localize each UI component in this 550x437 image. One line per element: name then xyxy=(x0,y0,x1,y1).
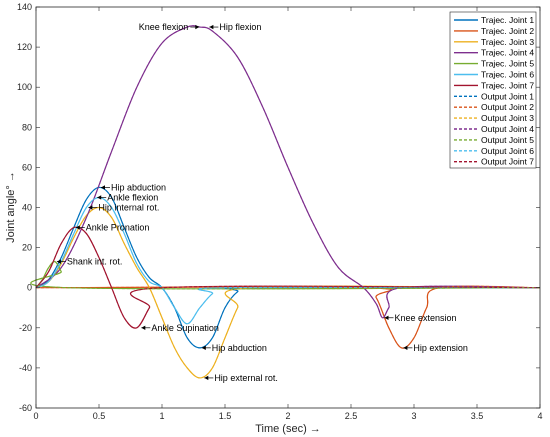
legend-entry: Trajec. Joint 3 xyxy=(481,37,534,47)
series-line-14 xyxy=(35,226,541,329)
tick-layer: 0 0.5 1 1.5 2 2.5 3 3.5 4 -60 -40 -20 0 20 40 60 80 100 12… xyxy=(17,2,543,421)
x-tick-label: 2.5 xyxy=(345,411,358,421)
legend-entry: Trajec. Joint 2 xyxy=(481,26,534,36)
legend-entry: Output Joint 6 xyxy=(481,146,534,156)
annotation-arrowhead xyxy=(201,345,206,351)
y-tick-label: -60 xyxy=(19,403,32,413)
x-tick-label: 2 xyxy=(285,411,290,421)
y-axis-label: Joint angle° → xyxy=(5,171,17,243)
y-tick-label: 0 xyxy=(27,283,32,293)
series-line-9 xyxy=(35,285,541,349)
series-layer xyxy=(30,25,541,379)
annotation-arrowhead xyxy=(101,185,105,190)
annotation-label: Hip abduction xyxy=(212,343,267,353)
annotation-arrowhead xyxy=(195,24,200,30)
annotation-label: Knee flexion xyxy=(139,22,189,32)
annotation-arrowhead xyxy=(384,315,389,320)
legend-entry: Output Joint 7 xyxy=(481,157,534,167)
y-tick-label: 60 xyxy=(22,162,32,172)
annotation-label: Ankle flexion xyxy=(107,192,158,202)
legend-entry: Output Joint 2 xyxy=(481,102,534,112)
y-tick-label: 140 xyxy=(17,2,32,12)
annotation-arrowhead xyxy=(97,195,102,200)
annotation-label: Shank int. rot. xyxy=(67,257,123,267)
annotation-label: Hip extension xyxy=(413,343,468,353)
series-line-3 xyxy=(35,206,541,379)
legend-entry: Output Joint 4 xyxy=(481,124,534,134)
x-tick-label: 3 xyxy=(411,411,416,421)
annotation-arrowhead xyxy=(403,345,408,351)
y-tick-label: -20 xyxy=(19,323,32,333)
series-line-12 xyxy=(30,261,541,290)
annotation-arrowhead xyxy=(141,325,146,330)
annotation-label: Ankle Supination xyxy=(151,323,219,333)
legend-entry: Trajec. Joint 4 xyxy=(481,48,534,58)
annotation-label: Hip abduction xyxy=(111,182,166,192)
x-tick-label: 1 xyxy=(159,411,164,421)
x-axis-label: Time (sec) → xyxy=(255,423,321,435)
y-tick-label: 80 xyxy=(22,122,32,132)
y-tick-label: 20 xyxy=(22,243,32,253)
legend-entry: Trajec. Joint 7 xyxy=(481,80,534,90)
x-tick-label: 0 xyxy=(33,411,38,421)
annotation-arrowhead xyxy=(75,225,80,230)
annotation-label: Hip external rot. xyxy=(214,373,278,383)
legend-entry: Trajec. Joint 5 xyxy=(481,59,534,69)
x-tick-label: 0.5 xyxy=(93,411,106,421)
x-tick-label: 1.5 xyxy=(219,411,232,421)
y-tick-label: -40 xyxy=(19,363,32,373)
y-tick-label: 40 xyxy=(22,203,32,213)
annotation-arrowhead xyxy=(209,24,214,30)
legend-entry: Output Joint 1 xyxy=(481,91,534,101)
annotation-arrowhead xyxy=(56,259,61,264)
y-tick-label: 100 xyxy=(17,82,32,92)
x-tick-label: 3.5 xyxy=(471,411,484,421)
series-line-8 xyxy=(35,186,541,349)
y-tick-label: 120 xyxy=(17,42,32,52)
series-line-13 xyxy=(35,196,541,325)
annotation-arrowhead xyxy=(88,205,93,210)
annotation-label: Ankle Pronation xyxy=(86,223,150,233)
annotation-label: Hip internal rot. xyxy=(98,203,159,213)
annotation-arrowhead xyxy=(204,375,209,381)
legend-entry: Output Joint 3 xyxy=(481,113,534,123)
legend-entry: Trajec. Joint 6 xyxy=(481,70,534,80)
legend-entry: Output Joint 5 xyxy=(481,135,534,145)
series-line-11 xyxy=(35,25,541,319)
x-tick-label: 4 xyxy=(537,411,542,421)
annotation-label: Hip flexion xyxy=(219,22,261,32)
legend-entry: Trajec. Joint 1 xyxy=(481,15,534,25)
annotation-label: Knee extension xyxy=(395,313,457,323)
legend-box xyxy=(449,11,537,169)
